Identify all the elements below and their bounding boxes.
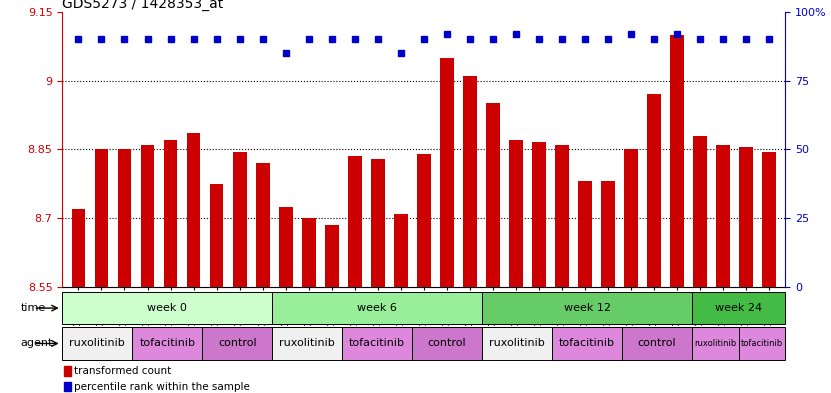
Bar	[482, 327, 552, 360]
Bar	[486, 103, 499, 287]
Bar	[117, 149, 131, 287]
Bar	[601, 182, 615, 287]
Text: time: time	[21, 303, 46, 313]
Bar	[622, 327, 692, 360]
Text: week 6: week 6	[357, 303, 397, 313]
Text: week 12: week 12	[563, 303, 611, 313]
Bar	[95, 149, 108, 287]
Bar	[187, 133, 200, 287]
Bar	[670, 35, 684, 287]
Bar	[509, 140, 523, 287]
Text: transformed count: transformed count	[73, 366, 171, 376]
Text: week 0: week 0	[147, 303, 187, 313]
Text: ruxolitinib: ruxolitinib	[489, 338, 545, 349]
Bar	[71, 209, 86, 287]
Bar	[202, 327, 273, 360]
Bar	[273, 327, 342, 360]
Bar	[64, 382, 71, 391]
Bar	[532, 142, 546, 287]
Text: percentile rank within the sample: percentile rank within the sample	[73, 382, 249, 392]
Bar	[440, 58, 454, 287]
Bar	[740, 147, 753, 287]
Bar	[371, 158, 385, 287]
Bar	[302, 218, 316, 287]
Bar	[552, 327, 622, 360]
Bar	[739, 327, 785, 360]
Bar	[132, 327, 202, 360]
Text: week 24: week 24	[715, 303, 762, 313]
Bar	[348, 156, 361, 287]
Bar	[716, 145, 730, 287]
Bar	[233, 152, 247, 287]
Bar	[164, 140, 178, 287]
Bar	[647, 94, 661, 287]
Text: ruxolitinib: ruxolitinib	[279, 338, 335, 349]
Bar	[762, 152, 776, 287]
Bar	[62, 292, 273, 324]
Bar	[463, 76, 477, 287]
Bar	[62, 327, 132, 360]
Text: agent: agent	[21, 338, 52, 349]
Text: ruxolitinib: ruxolitinib	[694, 339, 736, 348]
Text: tofacitinib: tofacitinib	[741, 339, 783, 348]
Text: control: control	[218, 338, 257, 349]
Text: ruxolitinib: ruxolitinib	[70, 338, 125, 349]
Bar	[624, 149, 638, 287]
Bar	[692, 292, 785, 324]
Bar	[578, 182, 592, 287]
Bar	[256, 163, 269, 287]
Bar	[342, 327, 412, 360]
Bar	[140, 145, 155, 287]
Bar	[325, 225, 338, 287]
Bar	[64, 366, 71, 376]
Bar	[412, 327, 482, 360]
Text: tofacitinib: tofacitinib	[349, 338, 406, 349]
Bar	[209, 184, 224, 287]
Bar	[417, 154, 430, 287]
Text: tofacitinib: tofacitinib	[140, 338, 195, 349]
Bar	[555, 145, 569, 287]
Bar	[278, 207, 293, 287]
Text: control: control	[428, 338, 466, 349]
Text: control: control	[637, 338, 676, 349]
Text: GDS5273 / 1428353_at: GDS5273 / 1428353_at	[62, 0, 224, 11]
Bar	[692, 327, 739, 360]
Bar	[394, 213, 408, 287]
Bar	[273, 292, 482, 324]
Bar	[482, 292, 692, 324]
Bar	[693, 136, 707, 287]
Text: tofacitinib: tofacitinib	[559, 338, 615, 349]
